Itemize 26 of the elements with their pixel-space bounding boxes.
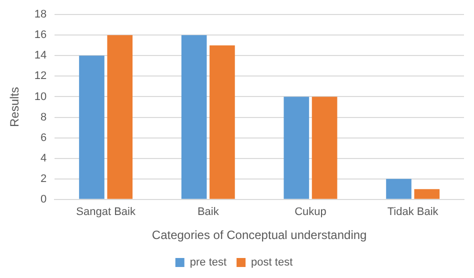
y-tick-label: 18	[34, 8, 47, 21]
bar	[312, 96, 338, 199]
bar	[284, 96, 310, 199]
y-tick-label: 6	[40, 132, 47, 144]
y-tick-label: 2	[40, 172, 47, 185]
x-tick-label: Cukup	[294, 206, 326, 218]
y-tick-label: 14	[34, 50, 47, 62]
y-tick-label: 8	[40, 111, 47, 124]
legend-label: pre test	[190, 256, 227, 269]
bar	[386, 178, 412, 199]
x-tick-label: Tidak Baik	[387, 206, 439, 218]
y-axis-title: Results	[8, 86, 22, 128]
y-tick-label: 12	[34, 70, 47, 82]
bar	[107, 35, 133, 199]
bar	[414, 189, 440, 199]
y-tick-label: 16	[34, 29, 47, 42]
y-tick-label: 0	[40, 193, 47, 206]
bar	[210, 45, 235, 199]
y-tick-label: 10	[34, 90, 47, 103]
y-tick-label: 4	[40, 152, 47, 164]
x-tick-label: Baik	[197, 206, 220, 218]
legend-label: post test	[251, 256, 293, 269]
bar	[181, 35, 207, 199]
bar	[79, 56, 104, 199]
x-tick-label: Sangat Baik	[76, 206, 136, 218]
x-axis-title: Categories of Conceptual understanding	[152, 228, 367, 242]
